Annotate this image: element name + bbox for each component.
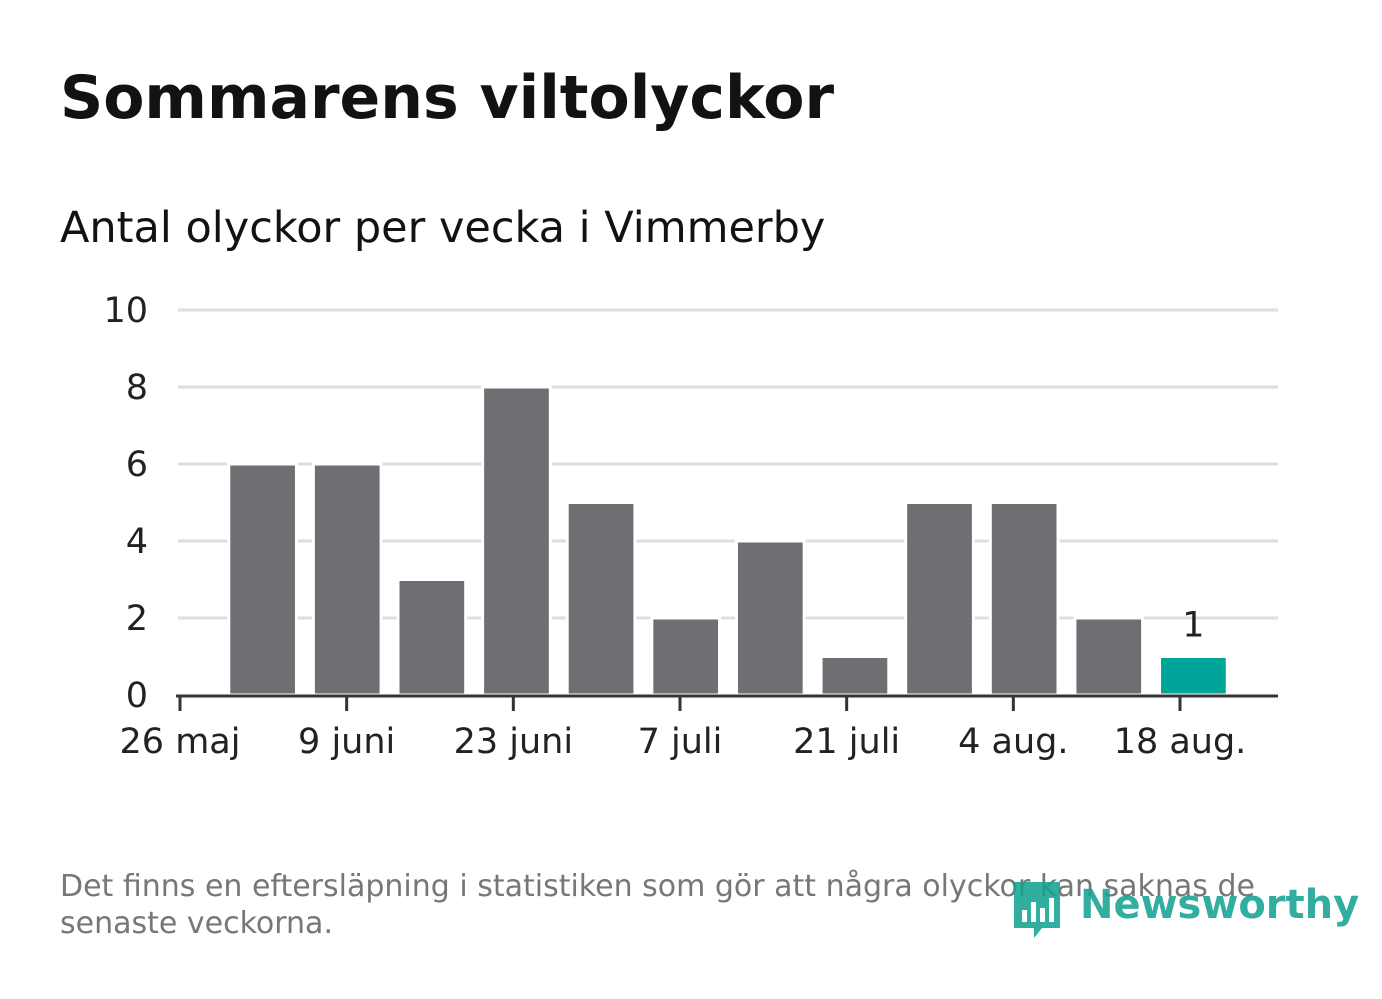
y-tick-label: 10	[103, 291, 148, 331]
newsworthy-logo-text: Newsworthy	[1080, 882, 1360, 928]
y-tick-label: 4	[126, 522, 148, 562]
bar	[904, 501, 975, 697]
x-tick-label: 26 maj	[120, 722, 241, 762]
x-tick-label: 21 juli	[793, 722, 900, 762]
newsworthy-logo-icon	[1014, 882, 1060, 938]
x-tick-label: 7 juli	[638, 722, 723, 762]
chart-subtitle: Antal olyckor per vecka i Vimmerby	[60, 203, 826, 253]
bar	[396, 578, 468, 697]
x-tick-label: 23 juni	[454, 722, 573, 762]
y-tick-label: 0	[126, 676, 148, 716]
bar	[819, 655, 891, 697]
y-axis-ticks: 0 2 4 6 8 10	[103, 291, 148, 716]
y-tick-label: 6	[126, 445, 148, 485]
bar	[227, 462, 298, 697]
x-tick-label: 4 aug.	[958, 722, 1068, 762]
x-axis-ticks: 26 maj 9 juni 23 juni 7 juli 21 juli 4 aug. 18…	[120, 696, 1247, 762]
x-tick-label: 18 aug.	[1114, 722, 1247, 762]
bar	[481, 385, 552, 697]
chart-title: Sommarens viltolyckor	[60, 63, 835, 133]
bar	[988, 501, 1060, 697]
y-tick-label: 2	[126, 599, 148, 639]
y-tick-label: 8	[126, 368, 148, 408]
annotations: 1	[1182, 606, 1204, 646]
bars	[227, 385, 1229, 697]
bar	[650, 616, 722, 697]
bar	[1073, 616, 1145, 697]
x-tick-label: 9 juni	[298, 722, 395, 762]
bar	[734, 539, 806, 697]
bar-value-label: 1	[1182, 606, 1204, 646]
newsworthy-logo: Newsworthy	[1012, 880, 1359, 942]
bar	[565, 501, 637, 697]
bar	[311, 462, 383, 697]
bar	[1158, 655, 1229, 697]
